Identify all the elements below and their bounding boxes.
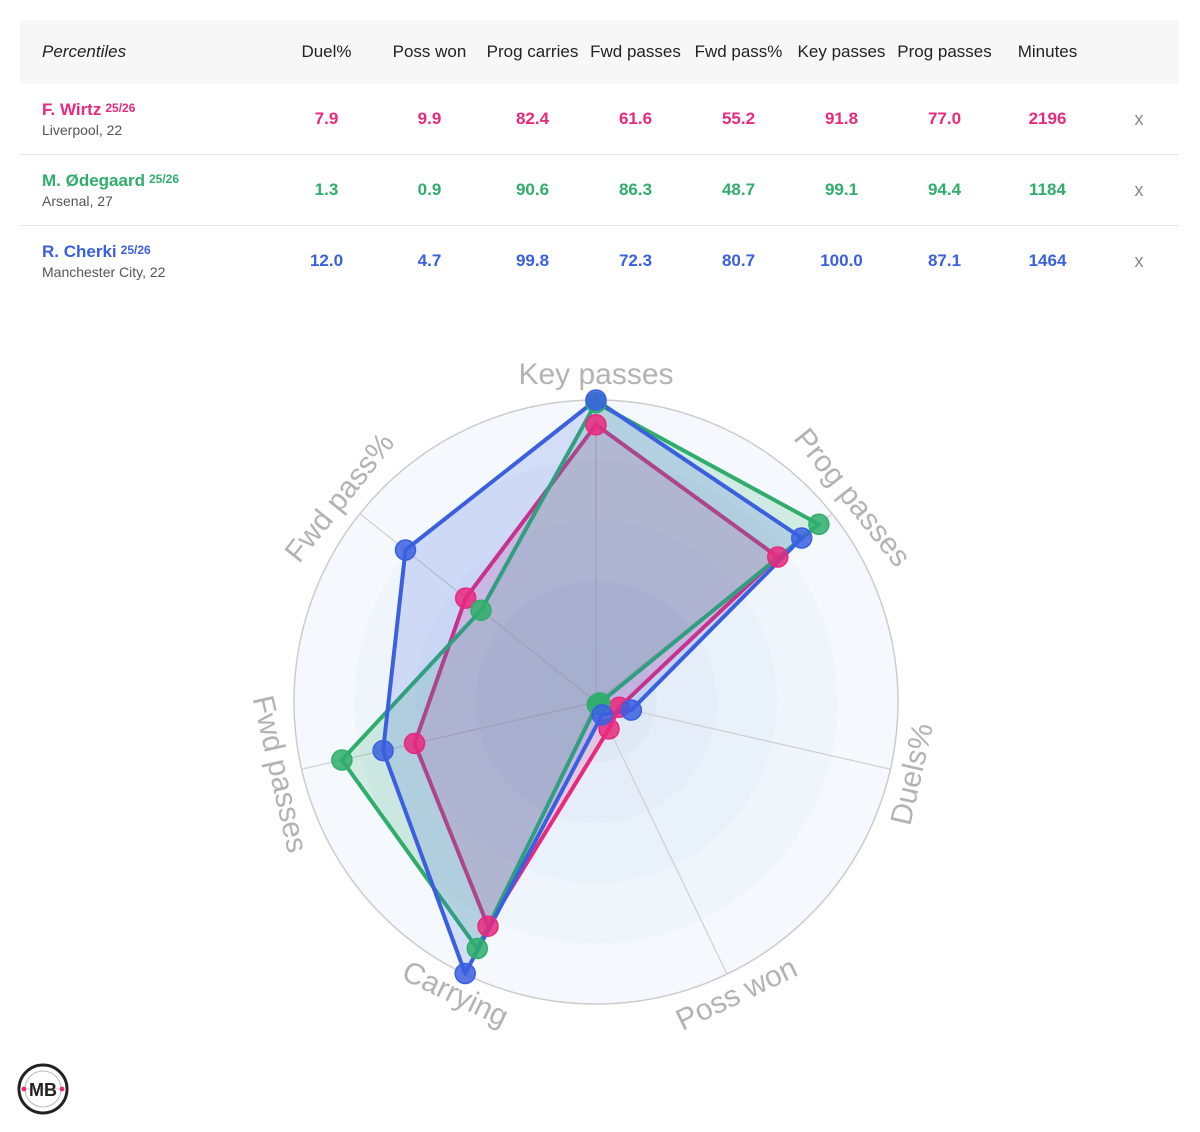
stat-fwd-passes: 86.3 <box>584 154 687 226</box>
logo-text: MB <box>29 1080 57 1100</box>
table-header-row: Percentiles Duel% Poss won Prog carries … <box>20 20 1179 84</box>
stat-key-passes: 99.1 <box>790 154 893 226</box>
remove-player-button[interactable]: x <box>1099 154 1179 226</box>
remove-player-button[interactable]: x <box>1099 84 1179 155</box>
player-season: 25/26 <box>148 172 179 186</box>
data-point <box>591 704 613 726</box>
stat-duel-pct: 12.0 <box>309 251 344 270</box>
stat-prog-carries: 90.6 <box>481 154 584 226</box>
stat-duel-pct: 1.3 <box>275 154 378 226</box>
table-row: F. Wirtz 25/26 Liverpool, 22 7.9 9.9 82.4 61.6… <box>20 84 1179 155</box>
player-name[interactable]: M. Ødegaard <box>42 171 145 190</box>
remove-player-button[interactable]: x <box>1134 250 1144 271</box>
stat-prog-passes: 87.1 <box>927 251 962 270</box>
stat-fwd-passes: 72.3 <box>618 251 653 270</box>
data-point <box>620 699 643 721</box>
player-season: 25/26 <box>120 243 151 257</box>
col-header-fwd-passes[interactable]: Fwd passes <box>590 42 681 61</box>
radar-spoke <box>595 701 728 975</box>
data-point <box>454 587 477 609</box>
data-point <box>477 915 499 937</box>
player-name[interactable]: R. Cherki <box>42 242 117 261</box>
data-point <box>331 749 353 771</box>
stat-minutes: 1184 <box>996 154 1099 226</box>
stat-key-passes: 91.8 <box>790 84 893 155</box>
mb-logo-icon: MB <box>17 1063 69 1115</box>
player-club: Liverpool, 22 <box>42 122 123 138</box>
player-club: Manchester City, 22 <box>42 264 166 280</box>
radar-spoke <box>595 701 891 770</box>
data-point <box>790 527 813 549</box>
stat-prog-carries: 82.4 <box>481 84 584 155</box>
stat-poss-won: 9.9 <box>378 84 481 155</box>
data-point <box>808 513 830 536</box>
stat-poss-won: 0.9 <box>378 154 481 226</box>
player-cell: M. Ødegaard 25/26 Arsenal, 27 <box>20 154 275 226</box>
data-point <box>403 732 426 755</box>
table-row: R. Cherki 25/26 Manchester City, 22 12.0 4.7… <box>20 226 1179 297</box>
data-point <box>767 546 789 568</box>
col-header-minutes[interactable]: Minutes <box>1017 42 1078 61</box>
col-header-key-passes[interactable]: Key passes <box>797 42 886 61</box>
data-point <box>394 539 417 561</box>
stat-fwd-pass-pct: 48.7 <box>687 154 790 226</box>
player-cell: R. Cherki 25/26 Manchester City, 22 <box>20 226 275 297</box>
stat-key-passes: 100.0 <box>820 251 863 270</box>
stat-minutes: 2196 <box>996 84 1099 155</box>
stat-minutes: 1464 <box>1028 251 1067 270</box>
data-point <box>454 962 476 985</box>
stat-fwd-pass-pct: 80.7 <box>721 251 756 270</box>
table-row: M. Ødegaard 25/26 Arsenal, 27 1.3 0.9 90.6 86.… <box>20 154 1179 226</box>
stat-prog-passes: 94.4 <box>893 154 996 226</box>
player-name[interactable]: F. Wirtz <box>42 100 102 119</box>
col-header-prog-carries[interactable]: Prog carries <box>486 42 579 61</box>
series-area <box>412 422 780 929</box>
player-club: Arsenal, 27 <box>42 193 113 209</box>
stat-prog-passes: 77.0 <box>893 84 996 155</box>
col-header-poss-won[interactable]: Poss won <box>392 42 467 61</box>
stat-prog-carries: 99.8 <box>515 251 550 270</box>
stat-fwd-pass-pct: 55.2 <box>687 84 790 155</box>
stat-fwd-passes: 61.6 <box>584 84 687 155</box>
stat-poss-won: 4.7 <box>417 251 442 270</box>
col-header-fwd-pass-pct[interactable]: Fwd pass% <box>694 42 783 61</box>
percentiles-header: Percentiles <box>42 42 127 61</box>
data-point <box>585 414 607 436</box>
data-point <box>585 389 607 411</box>
percentiles-table: Percentiles Duel% Poss won Prog carries … <box>20 20 1179 297</box>
player-season: 25/26 <box>105 101 136 115</box>
player-cell: F. Wirtz 25/26 Liverpool, 22 <box>20 84 275 155</box>
col-header-duel-pct[interactable]: Duel% <box>301 42 352 61</box>
stat-duel-pct: 7.9 <box>275 84 378 155</box>
data-point <box>372 739 394 762</box>
data-point <box>466 937 489 960</box>
axis-label: Key passes <box>518 358 673 391</box>
data-point <box>470 599 492 622</box>
col-header-prog-passes[interactable]: Prog passes <box>897 42 992 61</box>
